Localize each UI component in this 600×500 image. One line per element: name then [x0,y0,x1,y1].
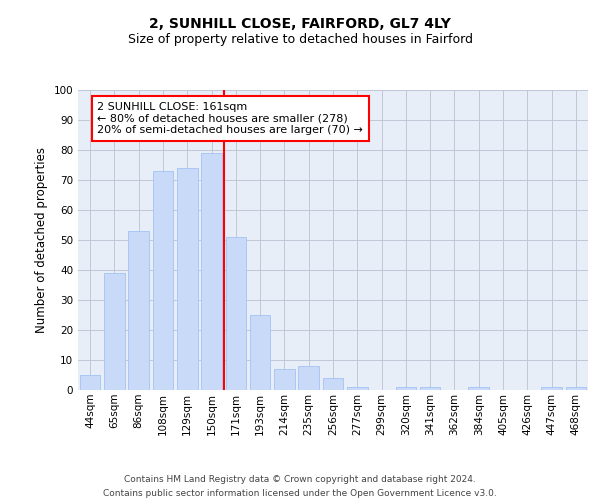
Bar [226,237,246,390]
Bar [80,375,100,390]
Bar [469,387,489,390]
Bar [347,387,368,390]
Bar [128,231,149,390]
Bar [201,153,222,390]
Text: 2, SUNHILL CLOSE, FAIRFORD, GL7 4LY: 2, SUNHILL CLOSE, FAIRFORD, GL7 4LY [149,18,451,32]
Bar [250,315,271,390]
Text: Contains HM Land Registry data © Crown copyright and database right 2024.
Contai: Contains HM Land Registry data © Crown c… [103,476,497,498]
Y-axis label: Number of detached properties: Number of detached properties [35,147,48,333]
Bar [566,387,586,390]
Text: 2 SUNHILL CLOSE: 161sqm
← 80% of detached houses are smaller (278)
20% of semi-d: 2 SUNHILL CLOSE: 161sqm ← 80% of detache… [97,102,364,135]
Bar [104,273,125,390]
Bar [541,387,562,390]
Bar [323,378,343,390]
Bar [274,369,295,390]
Bar [420,387,440,390]
Text: Size of property relative to detached houses in Fairford: Size of property relative to detached ho… [128,32,473,46]
Bar [177,168,197,390]
Bar [152,171,173,390]
Bar [395,387,416,390]
Bar [298,366,319,390]
